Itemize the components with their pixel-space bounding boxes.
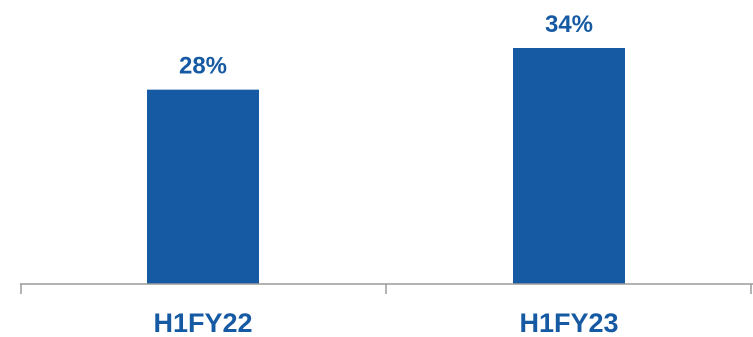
bar-h1fy22: [147, 89, 259, 284]
x-tick-label-h1fy22: H1FY22: [153, 308, 252, 337]
bar-h1fy23: [513, 48, 625, 284]
data-label-h1fy23: 34%: [545, 11, 593, 38]
x-axis: [20, 283, 753, 294]
labels-group: 28% H1FY22 34% H1FY23: [153, 11, 618, 337]
data-label-h1fy22: 28%: [179, 53, 227, 80]
bars-group: [147, 48, 625, 284]
x-tick-label-h1fy23: H1FY23: [519, 308, 618, 337]
